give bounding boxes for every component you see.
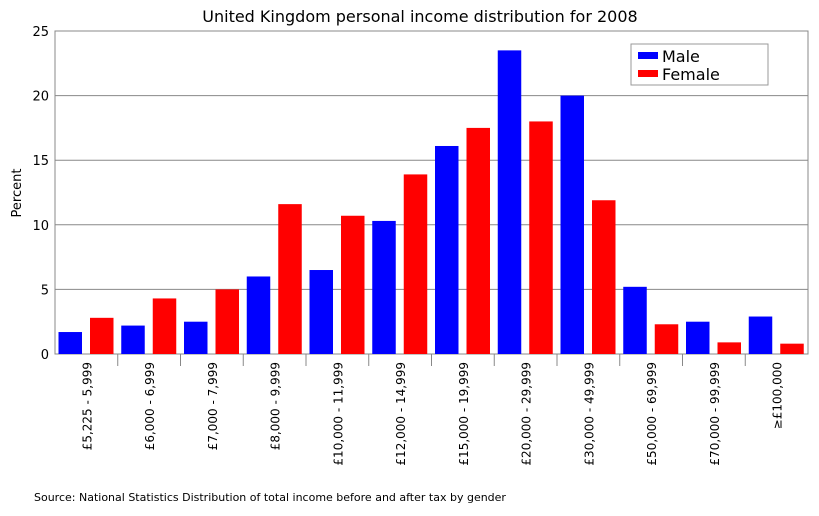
x-tick-label: £8,000 - 9,999: [269, 362, 283, 450]
x-tick-label: ≥£100,000: [771, 362, 785, 429]
y-tick-label: 5: [41, 283, 49, 298]
legend-swatch-male: [638, 52, 658, 59]
x-tick-label: £30,000 - 49,999: [582, 362, 596, 466]
chart-title: United Kingdom personal income distribut…: [202, 7, 637, 26]
x-tick-label: £15,000 - 19,999: [457, 362, 471, 466]
bar-female: [341, 215, 365, 354]
bar-female: [403, 174, 428, 354]
bar-male: [309, 270, 333, 354]
y-tick-label: 20: [32, 90, 49, 105]
x-tick-label: £5,225 - 5,999: [80, 362, 94, 450]
x-tick-label: £10,000 - 11,999: [331, 362, 345, 466]
bar-female: [780, 343, 804, 354]
source-note: Source: National Statistics Distribution…: [34, 491, 506, 504]
y-tick-label: 0: [41, 348, 49, 363]
bar-female: [90, 317, 114, 354]
bar-male: [560, 95, 584, 354]
bar-female: [717, 342, 741, 354]
bar-male: [435, 145, 459, 354]
x-tick-label: £70,000 - 99,999: [708, 362, 722, 466]
legend-box: [630, 43, 769, 86]
y-tick-label: 10: [32, 219, 49, 234]
bar-male: [748, 316, 773, 354]
bar-female: [654, 324, 679, 354]
x-tick-label: £6,000 - 6,999: [143, 362, 157, 450]
x-tick-label: £50,000 - 69,999: [645, 362, 659, 466]
bar-male: [686, 321, 710, 354]
legend-label-female: Female: [662, 65, 720, 84]
bar-female: [215, 289, 239, 354]
y-axis-label: Percent: [10, 169, 25, 218]
bar-female: [529, 121, 553, 354]
x-tick-label: £20,000 - 29,999: [520, 362, 534, 466]
bar-male: [246, 276, 271, 354]
bar-male: [372, 220, 396, 354]
bar-male: [121, 325, 145, 354]
bar-female: [152, 298, 177, 354]
x-tick-label: £7,000 - 7,999: [206, 362, 220, 450]
bar-female: [278, 204, 302, 354]
x-tick-label: £12,000 - 14,999: [394, 362, 408, 466]
bar-male: [497, 50, 522, 354]
bar-male: [623, 286, 647, 354]
legend-swatch-female: [638, 70, 658, 77]
bar-female: [592, 200, 616, 354]
y-tick-label: 25: [32, 25, 49, 40]
bar-male: [58, 332, 82, 354]
bar-female: [466, 127, 490, 355]
y-tick-label: 15: [32, 154, 49, 169]
bar-male: [184, 321, 208, 354]
legend-label-male: Male: [662, 47, 700, 66]
